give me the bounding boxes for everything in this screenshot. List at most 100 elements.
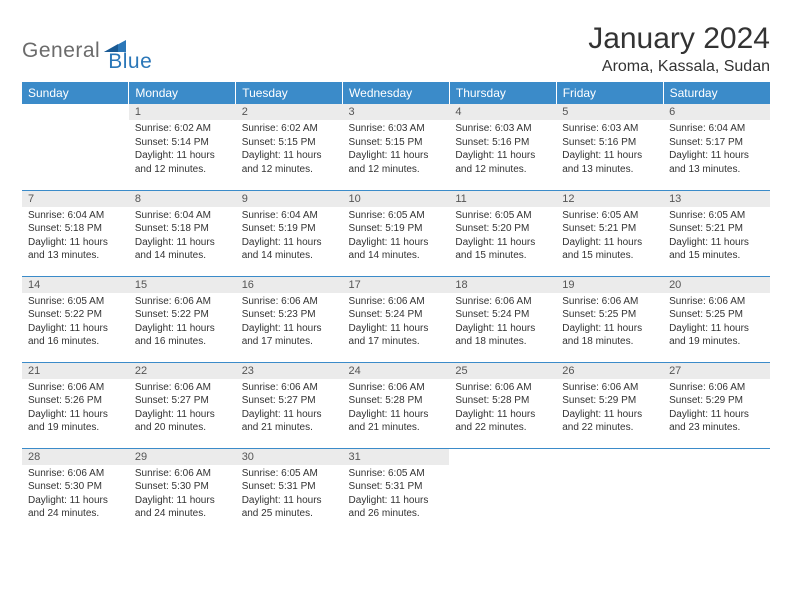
day-number: 26 [556,363,663,379]
day-details: Sunrise: 6:05 AMSunset: 5:31 PMDaylight:… [236,465,343,523]
day-details: Sunrise: 6:02 AMSunset: 5:15 PMDaylight:… [236,120,343,178]
day-number: 2 [236,104,343,120]
calendar-cell: 24Sunrise: 6:06 AMSunset: 5:28 PMDayligh… [343,362,450,448]
day-number: 24 [343,363,450,379]
day-details: Sunrise: 6:05 AMSunset: 5:31 PMDaylight:… [343,465,450,523]
day-details: Sunrise: 6:03 AMSunset: 5:16 PMDaylight:… [449,120,556,178]
calendar-cell [663,448,770,534]
calendar-cell: 10Sunrise: 6:05 AMSunset: 5:19 PMDayligh… [343,190,450,276]
day-details: Sunrise: 6:04 AMSunset: 5:18 PMDaylight:… [22,207,129,265]
logo-text-general: General [22,39,100,63]
calendar-cell [449,448,556,534]
weekday-header: Sunday [22,82,129,104]
calendar-row: 1Sunrise: 6:02 AMSunset: 5:14 PMDaylight… [22,104,770,190]
day-number: 27 [663,363,770,379]
calendar-row: 21Sunrise: 6:06 AMSunset: 5:26 PMDayligh… [22,362,770,448]
calendar-cell: 15Sunrise: 6:06 AMSunset: 5:22 PMDayligh… [129,276,236,362]
day-details: Sunrise: 6:06 AMSunset: 5:28 PMDaylight:… [343,379,450,437]
day-details: Sunrise: 6:05 AMSunset: 5:21 PMDaylight:… [663,207,770,265]
day-number: 8 [129,191,236,207]
month-title: January 2024 [588,22,770,56]
day-number: 10 [343,191,450,207]
weekday-header: Wednesday [343,82,450,104]
day-number: 20 [663,277,770,293]
day-details: Sunrise: 6:03 AMSunset: 5:15 PMDaylight:… [343,120,450,178]
calendar-row: 7Sunrise: 6:04 AMSunset: 5:18 PMDaylight… [22,190,770,276]
calendar-cell: 14Sunrise: 6:05 AMSunset: 5:22 PMDayligh… [22,276,129,362]
calendar-cell: 6Sunrise: 6:04 AMSunset: 5:17 PMDaylight… [663,104,770,190]
day-number: 14 [22,277,129,293]
calendar-cell: 25Sunrise: 6:06 AMSunset: 5:28 PMDayligh… [449,362,556,448]
day-details: Sunrise: 6:06 AMSunset: 5:24 PMDaylight:… [449,293,556,351]
weekday-header: Saturday [663,82,770,104]
day-details: Sunrise: 6:06 AMSunset: 5:30 PMDaylight:… [22,465,129,523]
calendar-cell: 3Sunrise: 6:03 AMSunset: 5:15 PMDaylight… [343,104,450,190]
day-details: Sunrise: 6:06 AMSunset: 5:27 PMDaylight:… [129,379,236,437]
calendar-cell: 19Sunrise: 6:06 AMSunset: 5:25 PMDayligh… [556,276,663,362]
calendar-cell: 8Sunrise: 6:04 AMSunset: 5:18 PMDaylight… [129,190,236,276]
day-number: 9 [236,191,343,207]
day-number: 28 [22,449,129,465]
day-details: Sunrise: 6:06 AMSunset: 5:30 PMDaylight:… [129,465,236,523]
day-details: Sunrise: 6:06 AMSunset: 5:28 PMDaylight:… [449,379,556,437]
calendar-cell: 30Sunrise: 6:05 AMSunset: 5:31 PMDayligh… [236,448,343,534]
day-number: 11 [449,191,556,207]
day-number: 5 [556,104,663,120]
calendar-cell: 11Sunrise: 6:05 AMSunset: 5:20 PMDayligh… [449,190,556,276]
calendar-cell: 31Sunrise: 6:05 AMSunset: 5:31 PMDayligh… [343,448,450,534]
day-number: 3 [343,104,450,120]
day-number: 23 [236,363,343,379]
calendar-cell: 23Sunrise: 6:06 AMSunset: 5:27 PMDayligh… [236,362,343,448]
calendar-cell: 20Sunrise: 6:06 AMSunset: 5:25 PMDayligh… [663,276,770,362]
day-number: 6 [663,104,770,120]
day-details: Sunrise: 6:05 AMSunset: 5:20 PMDaylight:… [449,207,556,265]
day-details: Sunrise: 6:04 AMSunset: 5:18 PMDaylight:… [129,207,236,265]
weekday-header-row: Sunday Monday Tuesday Wednesday Thursday… [22,82,770,104]
calendar-cell: 4Sunrise: 6:03 AMSunset: 5:16 PMDaylight… [449,104,556,190]
calendar-table: Sunday Monday Tuesday Wednesday Thursday… [22,82,770,534]
calendar-cell: 28Sunrise: 6:06 AMSunset: 5:30 PMDayligh… [22,448,129,534]
day-number: 19 [556,277,663,293]
day-details: Sunrise: 6:06 AMSunset: 5:29 PMDaylight:… [663,379,770,437]
calendar-cell: 13Sunrise: 6:05 AMSunset: 5:21 PMDayligh… [663,190,770,276]
calendar-cell: 2Sunrise: 6:02 AMSunset: 5:15 PMDaylight… [236,104,343,190]
day-number: 13 [663,191,770,207]
day-details: Sunrise: 6:04 AMSunset: 5:17 PMDaylight:… [663,120,770,178]
day-number: 18 [449,277,556,293]
day-details: Sunrise: 6:06 AMSunset: 5:27 PMDaylight:… [236,379,343,437]
calendar-cell [556,448,663,534]
calendar-cell: 7Sunrise: 6:04 AMSunset: 5:18 PMDaylight… [22,190,129,276]
calendar-cell: 22Sunrise: 6:06 AMSunset: 5:27 PMDayligh… [129,362,236,448]
day-number: 25 [449,363,556,379]
calendar-cell: 29Sunrise: 6:06 AMSunset: 5:30 PMDayligh… [129,448,236,534]
day-details: Sunrise: 6:06 AMSunset: 5:22 PMDaylight:… [129,293,236,351]
weekday-header: Friday [556,82,663,104]
weekday-header: Tuesday [236,82,343,104]
day-details: Sunrise: 6:06 AMSunset: 5:26 PMDaylight:… [22,379,129,437]
day-details: Sunrise: 6:03 AMSunset: 5:16 PMDaylight:… [556,120,663,178]
title-block: January 2024 Aroma, Kassala, Sudan [588,22,770,76]
day-number: 22 [129,363,236,379]
day-details: Sunrise: 6:05 AMSunset: 5:21 PMDaylight:… [556,207,663,265]
weekday-header: Monday [129,82,236,104]
calendar-cell: 27Sunrise: 6:06 AMSunset: 5:29 PMDayligh… [663,362,770,448]
day-number: 17 [343,277,450,293]
day-number: 30 [236,449,343,465]
day-number: 1 [129,104,236,120]
day-details: Sunrise: 6:06 AMSunset: 5:24 PMDaylight:… [343,293,450,351]
day-number: 16 [236,277,343,293]
day-details: Sunrise: 6:04 AMSunset: 5:19 PMDaylight:… [236,207,343,265]
calendar-cell: 5Sunrise: 6:03 AMSunset: 5:16 PMDaylight… [556,104,663,190]
calendar-cell: 17Sunrise: 6:06 AMSunset: 5:24 PMDayligh… [343,276,450,362]
header: General Blue January 2024 Aroma, Kassala… [22,22,770,76]
weekday-header: Thursday [449,82,556,104]
calendar-cell [22,104,129,190]
calendar-cell: 12Sunrise: 6:05 AMSunset: 5:21 PMDayligh… [556,190,663,276]
day-number: 7 [22,191,129,207]
logo: General Blue [22,22,152,74]
day-details: Sunrise: 6:06 AMSunset: 5:23 PMDaylight:… [236,293,343,351]
calendar-body: 1Sunrise: 6:02 AMSunset: 5:14 PMDaylight… [22,104,770,534]
day-number: 15 [129,277,236,293]
day-number: 21 [22,363,129,379]
calendar-cell: 26Sunrise: 6:06 AMSunset: 5:29 PMDayligh… [556,362,663,448]
